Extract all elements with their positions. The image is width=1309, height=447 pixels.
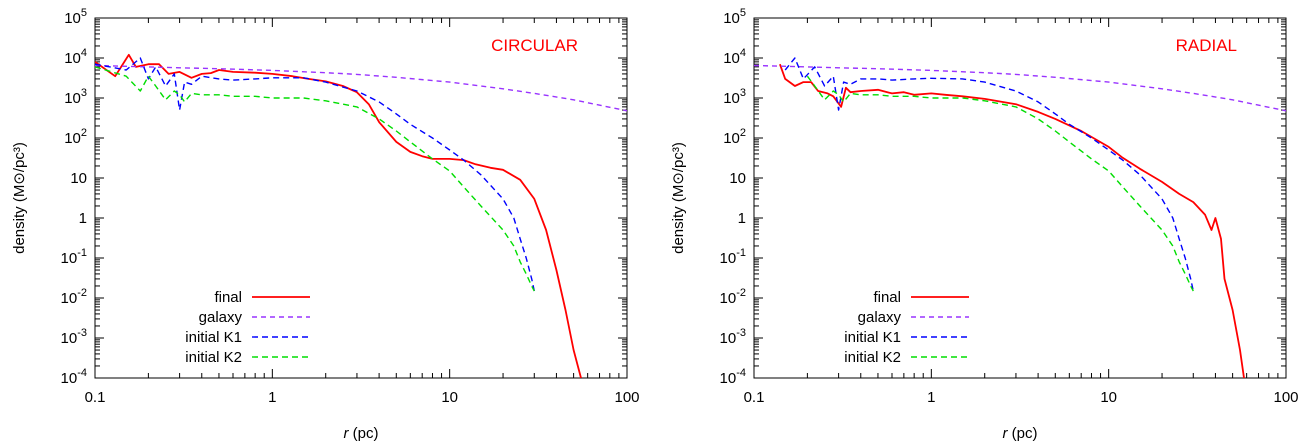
y-axis-label: density (M⊙/pc³)	[11, 142, 28, 254]
legend-label-initial-k2: initial K2	[844, 349, 901, 366]
series-line-initial-k1	[95, 57, 535, 292]
chart-annotation: CIRCULAR	[491, 36, 578, 55]
legend-label-galaxy: galaxy	[199, 309, 243, 326]
series-line-initial-k1	[784, 57, 1194, 292]
legend-label-final: final	[214, 289, 242, 306]
y-axis-label: density (M⊙/pc³)	[670, 142, 687, 254]
x-tick-label: 0.1	[85, 389, 106, 406]
y-tick-label: 10-2	[61, 287, 87, 307]
series-line-final	[95, 53, 582, 378]
y-tick-label: 105	[64, 7, 87, 27]
series-group	[95, 53, 627, 378]
chart-panel-radial: 0.1 1 10 100 10-4 10-3 10-2 10-1 1 10 102 103 104 105…	[659, 0, 1309, 447]
x-tick-label: 100	[1273, 389, 1298, 406]
chart-svg-radial: 0.1 1 10 100 10-4 10-3 10-2 10-1 1 10 102 103 104 105…	[670, 7, 1299, 442]
series-group	[754, 57, 1286, 378]
y-tick-label: 10-1	[61, 247, 87, 267]
y-tick-label: 103	[723, 87, 746, 107]
x-tick-label: 10	[441, 389, 458, 406]
plot-frame	[94, 17, 628, 379]
chart-annotation: RADIAL	[1176, 36, 1237, 55]
y-tick-label: 103	[64, 87, 87, 107]
series-line-final	[779, 63, 1245, 378]
chart-panel-circular: 0.1 1 10 100 10-4 10-3 10-2 10-1 1 10 102 103 104 105…	[0, 0, 650, 447]
x-tick-label: 1	[927, 389, 935, 406]
chart-svg-circular: 0.1 1 10 100 10-4 10-3 10-2 10-1 1 10 102 103 104 105…	[11, 7, 640, 442]
y-tick-label: 105	[723, 7, 746, 27]
y-tick-label: 1	[738, 210, 746, 227]
y-tick-label: 102	[723, 127, 746, 147]
y-tick-label: 10-3	[61, 327, 87, 347]
x-tick-label: 1	[268, 389, 276, 406]
series-line-galaxy	[754, 64, 1286, 112]
y-tick-label: 10	[70, 170, 87, 187]
legend-label-initial-k1: initial K1	[844, 329, 901, 346]
y-tick-label: 10-2	[720, 287, 746, 307]
x-tick-label: 10	[1100, 389, 1117, 406]
series-line-initial-k2	[806, 75, 1194, 292]
x-tick-label: 100	[614, 389, 639, 406]
x-axis-label: r (pc)	[1003, 425, 1038, 442]
x-axis-label: r (pc)	[344, 425, 379, 442]
series-line-galaxy	[95, 64, 627, 112]
legend-label-initial-k2: initial K2	[185, 349, 242, 366]
y-tick-label: 10-3	[720, 327, 746, 347]
plot-frame	[753, 17, 1287, 379]
y-tick-label: 10-4	[61, 367, 87, 387]
y-tick-label: 1	[79, 210, 87, 227]
x-tick-label: 0.1	[744, 389, 765, 406]
series-line-initial-k2	[95, 66, 535, 292]
legend-label-final: final	[873, 289, 901, 306]
y-tick-label: 10-1	[720, 247, 746, 267]
y-tick-label: 10-4	[720, 367, 746, 387]
y-tick-label: 104	[723, 47, 746, 67]
y-tick-label: 104	[64, 47, 87, 67]
legend-label-galaxy: galaxy	[858, 309, 902, 326]
legend-label-initial-k1: initial K1	[185, 329, 242, 346]
y-tick-label: 10	[729, 170, 746, 187]
y-tick-label: 102	[64, 127, 87, 147]
